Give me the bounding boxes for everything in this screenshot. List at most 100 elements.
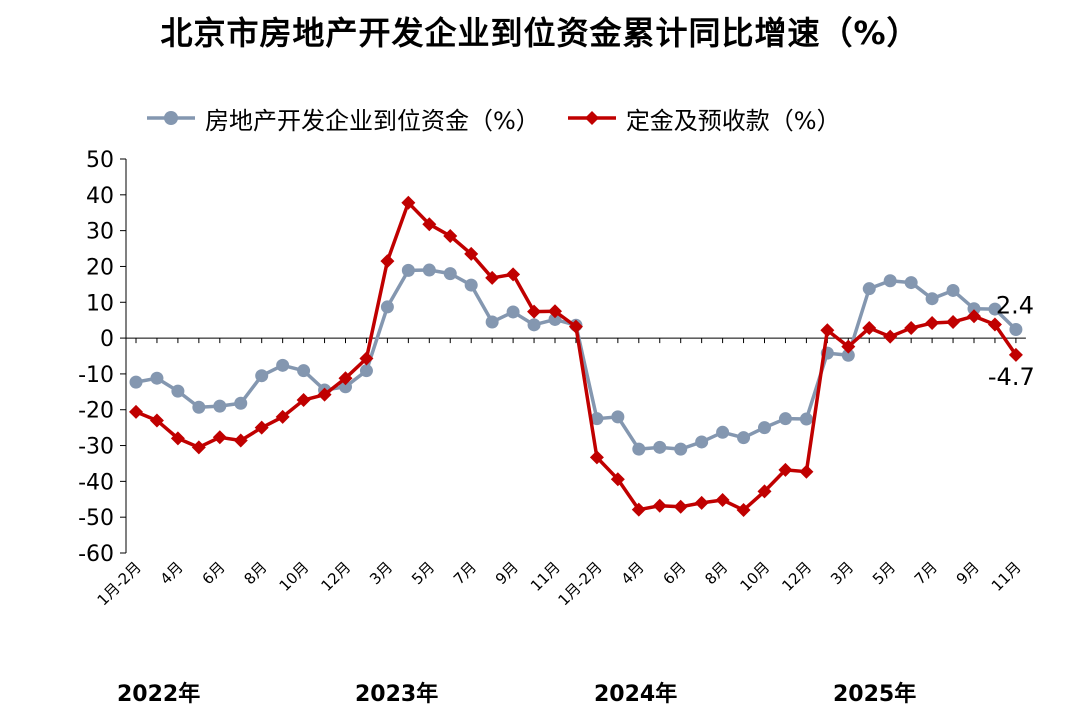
x-tick-label: 11月 bbox=[527, 558, 564, 595]
data-point-deposits bbox=[506, 267, 521, 282]
data-point-total-funds bbox=[339, 380, 352, 394]
data-point-deposits bbox=[464, 246, 479, 261]
legend-item-deposits: 定金及预收款（%） bbox=[566, 101, 841, 136]
data-point-total-funds bbox=[422, 263, 436, 277]
data-point-deposits bbox=[673, 499, 688, 514]
data-point-total-funds bbox=[590, 412, 604, 426]
y-tick-label: -60 bbox=[78, 542, 114, 567]
data-point-deposits bbox=[443, 229, 458, 244]
data-point-total-funds bbox=[862, 282, 876, 296]
data-point-total-funds bbox=[967, 302, 981, 316]
y-tick-label: -50 bbox=[78, 506, 114, 531]
legend-item-total-funds: 房地产开发企业到位资金（%） bbox=[145, 101, 540, 136]
data-point-deposits bbox=[799, 464, 814, 479]
x-tick-label: 3月 bbox=[366, 558, 396, 588]
data-point-deposits bbox=[736, 503, 751, 518]
data-point-total-funds bbox=[925, 292, 939, 306]
data-point-total-funds bbox=[255, 369, 269, 383]
data-point-total-funds bbox=[548, 312, 562, 326]
data-point-total-funds bbox=[234, 396, 248, 410]
x-tick-label: 5月 bbox=[408, 558, 438, 588]
data-point-deposits bbox=[170, 431, 185, 446]
year-label-2024: 2024年 bbox=[594, 682, 678, 707]
x-tick-label: 9月 bbox=[953, 558, 983, 588]
data-point-total-funds bbox=[904, 276, 918, 290]
data-point-deposits bbox=[401, 195, 416, 210]
year-label-2025: 2025年 bbox=[833, 682, 917, 707]
data-point-deposits bbox=[925, 316, 940, 331]
data-label-deposits-last: -4.7 bbox=[988, 363, 1035, 391]
data-point-deposits bbox=[1008, 347, 1023, 362]
data-point-total-funds bbox=[192, 400, 206, 414]
data-point-deposits bbox=[317, 387, 332, 402]
data-point-total-funds bbox=[946, 283, 960, 297]
data-point-deposits bbox=[694, 495, 709, 510]
data-point-total-funds bbox=[1009, 322, 1023, 336]
x-tick-label: 5月 bbox=[869, 558, 899, 588]
legend-swatch-deposits bbox=[567, 111, 616, 125]
chart-title: 北京市房地产开发企业到位资金累计同比增速（%） bbox=[160, 14, 920, 52]
data-point-deposits bbox=[589, 450, 604, 465]
y-tick-label: -30 bbox=[78, 435, 114, 460]
data-label-total-funds-last: 2.4 bbox=[996, 291, 1034, 319]
data-point-deposits bbox=[296, 393, 311, 408]
data-point-deposits bbox=[946, 314, 961, 329]
data-point-total-funds bbox=[716, 425, 730, 439]
x-tick-label: 8月 bbox=[701, 558, 731, 588]
x-tick-label: 6月 bbox=[199, 558, 229, 588]
x-tick-label: 9月 bbox=[492, 558, 522, 588]
x-tick-label: 10月 bbox=[276, 558, 313, 595]
data-point-total-funds bbox=[674, 442, 688, 456]
data-point-total-funds bbox=[737, 431, 751, 445]
y-tick-label: -10 bbox=[78, 363, 114, 388]
data-point-total-funds bbox=[883, 274, 897, 288]
data-point-total-funds bbox=[632, 442, 646, 456]
data-point-deposits bbox=[841, 339, 856, 354]
data-point-deposits bbox=[149, 413, 164, 428]
data-point-deposits bbox=[275, 409, 290, 424]
data-point-deposits bbox=[548, 304, 562, 319]
x-tick-label: 12月 bbox=[778, 558, 815, 595]
series-line-total-funds bbox=[134, 268, 1018, 451]
data-point-total-funds bbox=[276, 358, 290, 372]
y-tick-label: 40 bbox=[86, 184, 114, 209]
data-point-total-funds bbox=[359, 364, 373, 378]
data-point-total-funds bbox=[443, 267, 457, 281]
data-point-deposits bbox=[757, 484, 772, 499]
data-point-total-funds bbox=[988, 302, 1002, 316]
data-point-total-funds bbox=[213, 399, 227, 413]
data-point-total-funds bbox=[485, 315, 499, 329]
data-point-deposits bbox=[987, 317, 1002, 332]
data-point-deposits bbox=[610, 472, 625, 487]
legend-label-total-funds: 房地产开发企业到位资金（%） bbox=[205, 106, 540, 135]
data-point-deposits bbox=[568, 319, 583, 334]
year-label-2023: 2023年 bbox=[355, 682, 439, 707]
data-point-total-funds bbox=[297, 364, 311, 378]
data-point-deposits bbox=[422, 217, 437, 232]
data-point-deposits bbox=[715, 492, 730, 507]
data-point-total-funds bbox=[171, 384, 185, 398]
x-tick-label: 7月 bbox=[911, 558, 941, 588]
data-point-total-funds bbox=[758, 421, 771, 435]
data-point-total-funds bbox=[611, 410, 625, 424]
data-point-deposits bbox=[904, 321, 919, 336]
y-tick-label: 0 bbox=[100, 327, 114, 352]
x-tick-label: 8月 bbox=[240, 558, 270, 588]
x-tick-label: 7月 bbox=[450, 558, 480, 588]
data-point-deposits bbox=[212, 430, 227, 445]
legend-swatch-total-funds bbox=[147, 111, 195, 125]
legend: 房地产开发企业到位资金（%） 定金及预收款（%） bbox=[145, 100, 867, 136]
x-tick-label: 1月-2月 bbox=[554, 558, 605, 609]
y-tick-label: 50 bbox=[86, 148, 114, 173]
y-tick-label: 30 bbox=[86, 220, 114, 245]
data-point-deposits bbox=[338, 371, 353, 386]
data-point-total-funds bbox=[464, 278, 478, 292]
x-tick-label: 11月 bbox=[988, 558, 1025, 595]
data-point-deposits bbox=[652, 498, 667, 513]
data-point-total-funds bbox=[150, 371, 164, 385]
data-point-total-funds bbox=[401, 263, 415, 277]
data-point-deposits bbox=[527, 304, 542, 319]
data-point-deposits bbox=[485, 270, 500, 285]
data-point-deposits bbox=[631, 502, 646, 517]
x-tick-label: 12月 bbox=[317, 558, 354, 595]
